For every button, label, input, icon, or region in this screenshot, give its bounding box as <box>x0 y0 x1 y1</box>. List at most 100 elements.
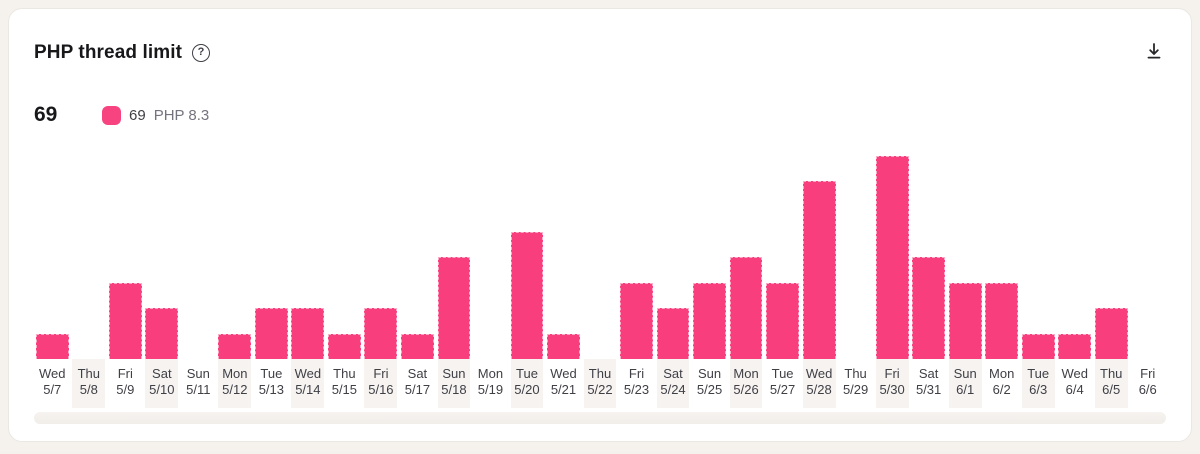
stats-row: 69 69 PHP 8.3 <box>34 102 1166 128</box>
x-axis-label-6/6: Fri 6/6 <box>1131 359 1164 408</box>
chart-column: Tue 5/13 <box>253 134 290 408</box>
bar-zone <box>691 134 728 359</box>
x-axis-date: 5/15 <box>331 382 358 397</box>
bar-zone <box>1129 134 1166 359</box>
x-axis-date: 5/10 <box>149 382 175 397</box>
bar-zone <box>509 134 546 359</box>
x-axis-day-name: Thu <box>333 366 356 381</box>
x-axis-date: 5/17 <box>404 382 431 397</box>
bar-5/14[interactable] <box>291 308 325 359</box>
x-axis-label-5/29: Thu 5/29 <box>839 359 872 408</box>
x-axis-date: 5/12 <box>222 382 248 397</box>
bar-5/7[interactable] <box>35 334 69 359</box>
bar-zone <box>217 134 254 359</box>
bar-zone <box>764 134 801 359</box>
x-axis-day-name: Fri <box>373 366 389 381</box>
bar-5/9[interactable] <box>108 283 142 359</box>
chart-column: Sat 5/10 <box>144 134 181 408</box>
x-axis-label-6/1: Sun 6/1 <box>948 359 982 408</box>
chart-column: Mon 5/12 <box>217 134 254 408</box>
x-axis-day-name: Fri <box>117 366 133 381</box>
bar-5/26[interactable] <box>729 257 763 359</box>
x-axis-label-5/24: Sat 5/24 <box>656 359 690 408</box>
bar-6/3[interactable] <box>1021 334 1055 359</box>
x-axis-date: 6/3 <box>1029 382 1048 397</box>
bar-zone <box>947 134 984 359</box>
bar-6/4[interactable] <box>1058 334 1092 359</box>
bar-5/20[interactable] <box>510 232 544 359</box>
chart-column: Mon 5/26 <box>728 134 765 408</box>
x-axis-day-name: Fri <box>884 366 900 381</box>
bar-zone <box>1020 134 1057 359</box>
bar-zone <box>107 134 144 359</box>
x-axis-day-name: Sat <box>152 366 172 381</box>
x-axis-day-name: Mon <box>733 366 759 381</box>
x-axis-label-5/8: Thu 5/8 <box>72 359 106 408</box>
x-axis-day-name: Wed <box>1061 366 1088 381</box>
chart-scrollbar-track[interactable] <box>34 412 1166 424</box>
bar-5/30[interactable] <box>875 156 909 359</box>
bar-5/25[interactable] <box>693 283 726 359</box>
bar-zone <box>144 134 181 359</box>
x-axis-day-name: Fri <box>628 366 645 381</box>
bar-zone <box>436 134 473 359</box>
legend-series-label: PHP 8.3 <box>153 106 210 124</box>
chart-column: Fri 5/30 <box>874 134 911 408</box>
bar-5/18[interactable] <box>437 257 471 359</box>
chart-column: Mon 6/2 <box>983 134 1020 408</box>
bar-5/24[interactable] <box>656 308 690 359</box>
x-axis-day-name: Tue <box>260 366 283 381</box>
legend-item-php83[interactable]: 69 PHP 8.3 <box>102 105 210 125</box>
x-axis-day-name: Wed <box>39 366 66 381</box>
x-axis-date: 6/1 <box>956 382 975 397</box>
x-axis-label-5/26: Mon 5/26 <box>729 359 763 408</box>
bar-zone <box>545 134 582 359</box>
bar-5/10[interactable] <box>145 308 179 359</box>
bar-5/16[interactable] <box>364 308 398 359</box>
bar-zone <box>728 134 765 359</box>
x-axis-label-5/27: Tue 5/27 <box>766 359 799 408</box>
help-icon[interactable]: ? <box>192 43 211 62</box>
bar-zone <box>910 134 947 359</box>
legend-value: 69 <box>129 106 146 124</box>
x-axis-label-5/9: Fri 5/9 <box>109 359 142 408</box>
bar-6/1[interactable] <box>948 283 982 359</box>
bar-chart: Wed 5/7 Thu 5/8 Fri 5/9 Sat 5/10 Sun 5/11 Mon 5/12 T… <box>34 134 1166 424</box>
chart-column: Tue 5/27 <box>764 134 801 408</box>
bar-5/12[interactable] <box>218 334 252 359</box>
bar-5/15[interactable] <box>327 334 361 359</box>
bar-6/5[interactable] <box>1094 308 1128 359</box>
x-axis-date: 5/19 <box>477 382 504 397</box>
chart-column: Sat 5/24 <box>655 134 692 408</box>
x-axis-day-name: Tue <box>1027 366 1050 381</box>
chart-column: Fri 6/6 <box>1129 134 1166 408</box>
bar-5/27[interactable] <box>766 283 799 359</box>
x-axis-day-name: Thu <box>77 366 100 381</box>
chart-column: Thu 5/15 <box>326 134 363 408</box>
bar-zone <box>874 134 911 359</box>
x-axis-day-name: Sat <box>407 366 428 381</box>
bar-5/28[interactable] <box>802 181 836 359</box>
bar-6/2[interactable] <box>985 283 1019 359</box>
bar-5/13[interactable] <box>254 308 288 359</box>
bar-5/21[interactable] <box>547 334 580 359</box>
bar-zone <box>582 134 619 359</box>
x-axis-day-name: Tue <box>771 366 794 381</box>
x-axis-label-5/20: Tue 5/20 <box>510 359 544 408</box>
x-axis-day-name: Fri <box>1140 366 1156 381</box>
x-axis-date: 6/4 <box>1065 382 1084 397</box>
x-axis-label-5/31: Sat 5/31 <box>912 359 945 408</box>
x-axis-label-6/5: Thu 6/5 <box>1094 359 1128 408</box>
download-button[interactable] <box>1142 39 1166 66</box>
x-axis-label-5/22: Thu 5/22 <box>583 359 617 408</box>
x-axis-date: 5/7 <box>43 382 62 397</box>
bar-5/17[interactable] <box>400 334 434 359</box>
bar-5/31[interactable] <box>912 257 946 359</box>
x-axis-day-name: Sun <box>697 366 722 381</box>
chart-column: Sat 5/17 <box>399 134 436 408</box>
x-axis-label-5/21: Wed 5/21 <box>547 359 580 408</box>
bar-5/23[interactable] <box>620 283 653 359</box>
bar-zone <box>655 134 692 359</box>
chart-column: Wed 5/14 <box>290 134 327 408</box>
x-axis-label-5/25: Sun 5/25 <box>693 359 726 408</box>
